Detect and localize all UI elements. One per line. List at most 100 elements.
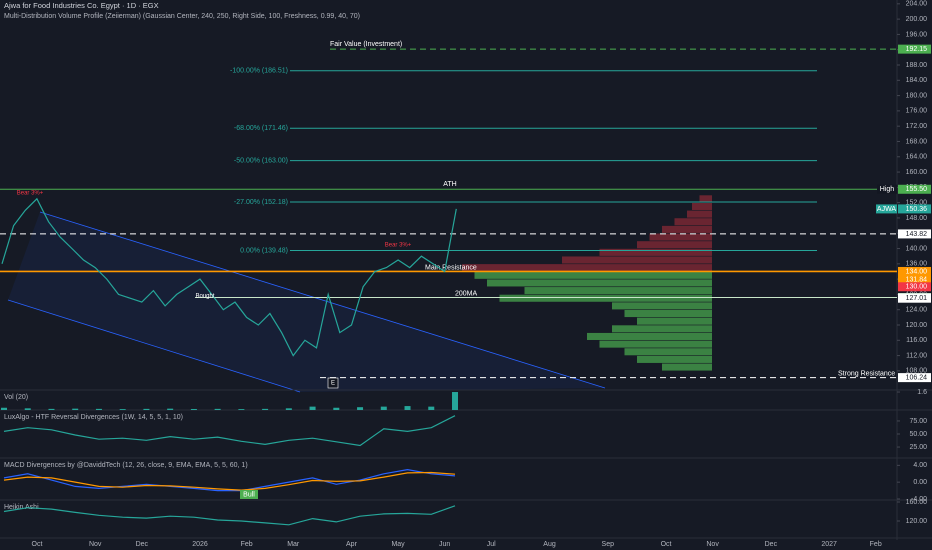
volume-bar bbox=[404, 406, 411, 410]
y-tick-label: 75.00 bbox=[909, 418, 927, 425]
profile-bar bbox=[587, 332, 712, 340]
price-tag bbox=[898, 373, 931, 383]
y-tick-label: 168.00 bbox=[906, 138, 928, 145]
x-tick-label: Apr bbox=[346, 541, 358, 548]
annotation-box bbox=[240, 490, 258, 499]
x-tick-label: Feb bbox=[241, 541, 253, 548]
y-tick-label: 112.00 bbox=[906, 352, 927, 359]
annotation: Bear 3%+ bbox=[17, 191, 44, 197]
level-label: 200MA bbox=[455, 290, 478, 297]
y-tick-label: 1.6 bbox=[917, 389, 927, 396]
price-tag bbox=[898, 293, 931, 303]
x-tick-label: Dec bbox=[136, 541, 149, 548]
annotation: Bought bbox=[195, 294, 214, 300]
channel-upper bbox=[39, 211, 606, 389]
price-tag-label: 130.00 bbox=[906, 284, 928, 291]
y-tick-label: -4.00 bbox=[911, 496, 927, 503]
level-label: -68.00% (171.46) bbox=[234, 125, 288, 132]
profile-bar bbox=[624, 310, 712, 318]
volume-bar bbox=[262, 408, 269, 410]
x-tick-label: Sep bbox=[602, 541, 615, 548]
price-tag bbox=[898, 275, 931, 285]
price-tag bbox=[898, 266, 931, 276]
volume-bar bbox=[238, 409, 245, 410]
x-tick-label: Mar bbox=[287, 541, 300, 548]
volume-bar bbox=[1, 407, 7, 410]
x-tick-label: Oct bbox=[661, 541, 672, 548]
profile-bar bbox=[612, 325, 712, 333]
profile-bar bbox=[474, 271, 712, 279]
x-tick-label: Nov bbox=[706, 541, 719, 548]
price-tag bbox=[898, 204, 931, 214]
y-tick-label: 25.00 bbox=[909, 444, 927, 451]
profile-bar bbox=[637, 355, 712, 363]
profile-bar bbox=[637, 317, 712, 325]
y-tick-label: 136.00 bbox=[906, 261, 928, 268]
price-tag bbox=[898, 229, 931, 239]
y-tick-label: 50.00 bbox=[909, 431, 927, 438]
volume-bar bbox=[214, 408, 221, 410]
profile-bar bbox=[637, 241, 712, 249]
profile-bar bbox=[674, 218, 712, 226]
profile-bar bbox=[499, 294, 712, 302]
level-label: Strong Resistance bbox=[838, 370, 895, 377]
profile-bar bbox=[662, 363, 712, 371]
profile-bar bbox=[662, 225, 712, 233]
pane-title: Heikin Ashi bbox=[4, 504, 39, 511]
tag-name-box bbox=[876, 204, 897, 214]
profile-bar bbox=[487, 279, 712, 287]
profile-bar bbox=[612, 302, 712, 310]
y-tick-label: 0.00 bbox=[913, 479, 927, 486]
y-tick-label: 160.00 bbox=[906, 499, 928, 506]
x-tick-label: Nov bbox=[89, 541, 102, 548]
profile-bar bbox=[687, 210, 712, 218]
price-tag-label: 134.00 bbox=[906, 268, 928, 275]
price-tag-label: 150.36 bbox=[906, 206, 928, 213]
profile-bar bbox=[524, 287, 712, 295]
level-label: -50.00% (163.00) bbox=[234, 157, 288, 164]
price-tag bbox=[898, 184, 931, 194]
volume-bar bbox=[285, 408, 292, 410]
y-tick-label: 148.00 bbox=[906, 215, 928, 222]
profile-bar bbox=[599, 248, 712, 256]
y-tick-label: 152.00 bbox=[906, 199, 928, 206]
y-tick-label: 188.00 bbox=[906, 62, 928, 69]
y-tick-label: 196.00 bbox=[906, 31, 928, 38]
y-tick-label: 172.00 bbox=[906, 123, 928, 130]
x-tick-label: Feb bbox=[870, 541, 882, 548]
volume-bar bbox=[119, 409, 126, 410]
level-label: Fair Value (Investment) bbox=[330, 41, 402, 48]
volume-bar bbox=[24, 408, 31, 410]
annotation: Bear 3%+ bbox=[385, 243, 412, 249]
price-tag-label: 131.84 bbox=[906, 277, 928, 284]
volume-bar bbox=[333, 407, 340, 410]
series-line bbox=[3, 468, 456, 492]
x-tick-label: 2027 bbox=[821, 541, 837, 548]
volume-bar bbox=[95, 408, 102, 410]
series-line bbox=[3, 471, 456, 491]
price-tag-label: 192.15 bbox=[906, 46, 928, 53]
y-tick-label: 176.00 bbox=[906, 108, 928, 115]
x-tick-label: Jul bbox=[487, 541, 496, 548]
y-tick-label: 160.00 bbox=[906, 169, 928, 176]
annotation: Bull bbox=[243, 491, 255, 498]
annotation: E bbox=[331, 381, 335, 387]
level-label: Main Resistance bbox=[425, 264, 477, 271]
profile-bar bbox=[624, 348, 712, 356]
level-label: -27.00% (152.18) bbox=[234, 199, 288, 206]
y-tick-label: 120.00 bbox=[906, 322, 928, 329]
price-tag-label: 155.50 bbox=[906, 186, 928, 193]
profile-bar bbox=[692, 202, 712, 210]
volume-bar bbox=[143, 408, 150, 410]
volume-bar bbox=[428, 406, 435, 410]
pane-title: LuxAlgo - HTF Reversal Divergences (1W, … bbox=[4, 414, 183, 421]
price-tag-label: 143.82 bbox=[906, 231, 928, 238]
volume-bar bbox=[48, 408, 55, 410]
volume-bar bbox=[357, 407, 364, 410]
x-tick-label: Aug bbox=[543, 541, 556, 548]
price-tag-label: 106.24 bbox=[906, 374, 928, 381]
y-tick-label: 180.00 bbox=[906, 92, 928, 99]
y-tick-label: 124.00 bbox=[906, 307, 928, 314]
tag-name-box bbox=[877, 184, 897, 194]
